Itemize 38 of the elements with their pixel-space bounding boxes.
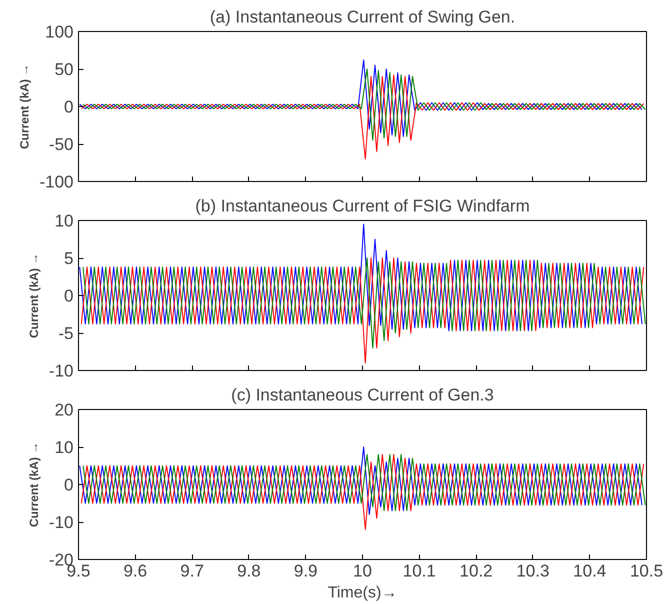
x-tick-label: 10.3 (516, 562, 550, 580)
y-tick-label: -50 (48, 135, 74, 154)
x-tick-label: 10.5 (630, 562, 664, 580)
line-series (80, 454, 644, 530)
line-series (80, 74, 644, 160)
y-tick-label: -10 (48, 513, 74, 532)
x-tick-label: 9.7 (180, 562, 204, 580)
y-tick-label: 0 (64, 476, 74, 494)
line-series (82, 68, 646, 141)
y-tick-label: 0 (64, 98, 74, 116)
x-axis-title: Time(s)→ (328, 584, 398, 602)
y-axis-title: Current (kA) → (17, 64, 32, 150)
line-series (79, 446, 642, 515)
y-tick-label: 10 (54, 438, 74, 457)
x-tick-label: 10.2 (460, 562, 493, 580)
x-tick-label: 10 (353, 562, 372, 580)
x-tick-label: 10.1 (402, 562, 436, 580)
line-series (79, 60, 642, 137)
y-axis-title: Current (kA) → (26, 252, 41, 338)
y-tick-label: 50 (54, 60, 74, 79)
x-tick-label: 9.8 (237, 562, 261, 580)
y-tick-label: 100 (45, 22, 74, 42)
line-series (82, 454, 646, 512)
line-series (79, 224, 642, 332)
chart-title: (c) Instantaneous Current of Gen.3 (231, 386, 494, 404)
chart-title: (b) Instantaneous Current of FSIG Windfarm (195, 196, 530, 216)
x-tick-label: 10.4 (573, 562, 606, 580)
y-tick-label: 10 (54, 212, 74, 230)
y-tick-label: 0 (64, 286, 74, 306)
y-tick-label: -5 (58, 324, 74, 343)
x-tick-label: 9.6 (123, 562, 148, 580)
y-tick-label: -100 (39, 172, 74, 192)
x-tick-label: 9.9 (294, 562, 318, 580)
y-tick-label: 5 (64, 249, 74, 268)
chart-title: (a) Instantaneous Current of Swing Gen. (210, 8, 516, 26)
y-tick-label: -10 (48, 362, 74, 380)
y-axis-title: Current (kA) → (26, 442, 41, 528)
y-tick-label: 20 (54, 400, 74, 420)
